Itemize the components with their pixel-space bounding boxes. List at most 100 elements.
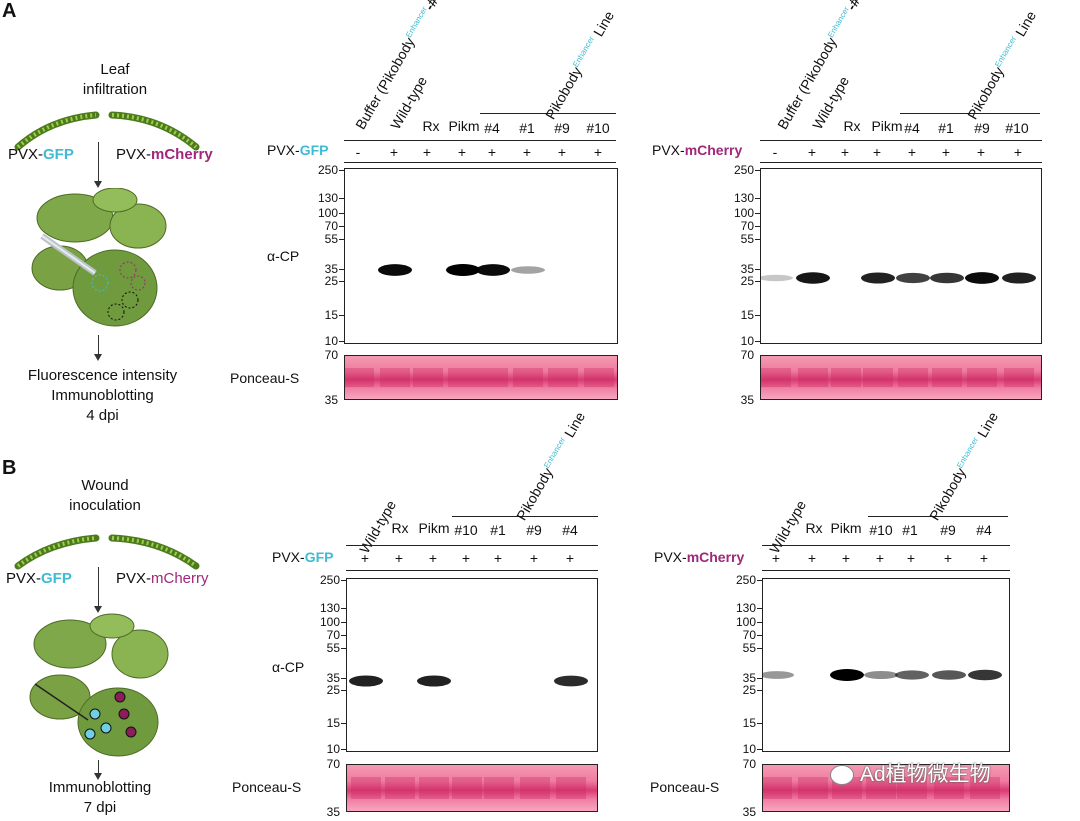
treatment-sign: + <box>771 550 781 566</box>
readout-a-line1: Fluorescence intensity <box>27 367 178 384</box>
virus-rod-left-icon <box>14 534 100 570</box>
group-label: PikobodyEnhancer Line <box>513 409 589 523</box>
lane-label: #10 <box>1005 120 1029 136</box>
treatment-sign: + <box>872 144 882 160</box>
ponceau-marker: 70 <box>324 348 338 362</box>
mw-marker: 55 <box>740 232 754 246</box>
protein-band <box>1002 272 1036 284</box>
protein-band <box>349 675 383 687</box>
blot-image <box>760 168 1042 344</box>
treatment-sign: + <box>487 144 497 160</box>
mw-tick <box>339 226 345 227</box>
virus-row-label: PVX-mCherry <box>654 549 745 565</box>
ponceau-stain <box>760 355 1042 400</box>
treatment-sign: + <box>807 550 817 566</box>
protein-band <box>476 264 510 276</box>
readout-a-line2: Immunoblotting <box>51 387 154 404</box>
ponceau-marker: 35 <box>326 805 340 819</box>
mw-tick <box>339 239 345 240</box>
ponceau-marker: 35 <box>742 805 756 819</box>
protein-band <box>932 670 966 680</box>
mw-tick <box>755 341 761 342</box>
virus-label-b-right: PVX-mCherry <box>116 570 209 587</box>
divider <box>760 140 1042 141</box>
mw-marker: 70 <box>742 628 756 643</box>
mw-marker: 70 <box>326 628 340 643</box>
mw-marker: 130 <box>733 191 754 205</box>
protein-band <box>511 266 545 274</box>
arrow-down-icon <box>94 335 102 361</box>
mw-tick <box>341 689 347 691</box>
ponceau-lane <box>761 368 791 387</box>
ponceau-lane <box>863 368 893 387</box>
mw-tick <box>339 198 345 199</box>
ponceau-lane <box>967 368 997 387</box>
ponceau-marker: 70 <box>740 348 754 362</box>
mw-marker: 10 <box>324 334 338 348</box>
antibody-label: α-CP <box>272 659 305 675</box>
mw-tick <box>341 677 347 679</box>
divider <box>346 570 598 571</box>
virus-label-a-right: PVX-mCherry <box>116 146 213 163</box>
ponceau-lane <box>478 368 508 387</box>
mw-tick <box>755 281 761 282</box>
ponceau-lane <box>897 777 927 799</box>
treatment-sign: + <box>907 144 917 160</box>
mw-tick <box>757 677 763 679</box>
mw-marker: 130 <box>317 191 338 205</box>
divider <box>762 545 1010 546</box>
mw-marker: 25 <box>326 682 340 697</box>
mw-tick <box>341 635 347 637</box>
mw-marker: 55 <box>324 232 338 246</box>
mw-tick <box>757 689 763 691</box>
mw-marker: 35 <box>742 670 756 685</box>
mw-tick <box>341 607 347 609</box>
mw-marker: 15 <box>324 308 338 322</box>
treatment-sign: + <box>461 550 471 566</box>
treatment-sign: - <box>355 144 361 160</box>
mw-marker: 250 <box>317 163 338 177</box>
treatment-sign: + <box>840 144 850 160</box>
lane-label: Pikm <box>448 118 480 134</box>
lane-label: Rx <box>843 118 861 134</box>
mw-tick <box>339 213 345 214</box>
mw-marker: 70 <box>740 219 754 233</box>
lane-label: Rx <box>805 520 823 536</box>
protein-band <box>761 274 793 282</box>
ponceau-marker: 35 <box>740 393 754 407</box>
ponceau-marker: 35 <box>324 393 338 407</box>
virus-row-label: PVX-GFP <box>267 142 329 158</box>
ponceau-lane <box>934 777 964 799</box>
mw-tick <box>339 269 345 270</box>
mw-marker: 250 <box>319 572 340 587</box>
protein-band <box>554 675 588 687</box>
mw-tick <box>339 281 345 282</box>
mw-tick <box>757 607 763 609</box>
mw-marker: 15 <box>742 716 756 731</box>
group-label: PikobodyEnhancer Line <box>964 8 1040 122</box>
plant-leaf-infiltration-icon <box>31 188 167 327</box>
mw-tick <box>341 749 347 751</box>
mw-marker: 130 <box>319 600 340 615</box>
mw-tick <box>755 226 761 227</box>
method-a-line1: Leaf <box>100 61 130 78</box>
divider <box>344 162 616 163</box>
ponceau-lane <box>419 777 449 799</box>
mw-tick <box>757 723 763 725</box>
treatment-sign: + <box>906 550 916 566</box>
method-b-line1: Wound <box>81 477 129 494</box>
protein-band <box>968 669 1002 681</box>
mw-marker: 10 <box>740 334 754 348</box>
treatment-sign: + <box>394 550 404 566</box>
virus-rod-left-icon <box>14 111 100 151</box>
treatment-sign: + <box>593 144 603 160</box>
stain-label: Ponceau-S <box>230 370 300 386</box>
ponceau-stain <box>762 764 1010 812</box>
watermark: Ad植物微生物 <box>830 758 991 788</box>
protein-band <box>965 272 999 284</box>
mw-tick <box>341 648 347 650</box>
mw-marker: 100 <box>733 206 754 220</box>
ponceau-lane <box>763 777 792 799</box>
treatment-sign: + <box>979 550 989 566</box>
lane-label: #10 <box>586 120 610 136</box>
